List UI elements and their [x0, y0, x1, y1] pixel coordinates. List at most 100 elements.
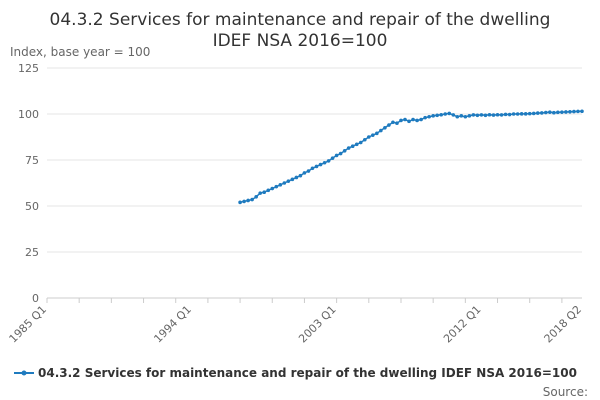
- data-point[interactable]: [262, 190, 267, 194]
- data-point[interactable]: [314, 164, 319, 169]
- data-point[interactable]: [451, 113, 456, 117]
- x-axis: 1985 Q1 1994 Q1 2003 Q1 2012 Q1 2018 Q2: [7, 297, 584, 346]
- data-point[interactable]: [499, 113, 504, 117]
- y-tick-label: 100: [18, 108, 39, 121]
- data-point[interactable]: [379, 128, 383, 133]
- data-point[interactable]: [531, 111, 536, 116]
- data-point[interactable]: [544, 110, 548, 115]
- data-point[interactable]: [423, 115, 427, 120]
- data-point[interactable]: [391, 120, 395, 125]
- x-tick-label: 1994 Q1: [151, 303, 194, 346]
- data-point[interactable]: [274, 184, 279, 189]
- data-point[interactable]: [346, 146, 351, 150]
- data-point[interactable]: [387, 123, 391, 127]
- data-point[interactable]: [367, 135, 371, 139]
- data-point[interactable]: [322, 160, 327, 165]
- data-point[interactable]: [471, 113, 476, 117]
- data-point[interactable]: [338, 151, 343, 156]
- data-point[interactable]: [427, 114, 431, 119]
- data-point[interactable]: [523, 112, 528, 116]
- data-point[interactable]: [318, 162, 323, 167]
- data-point[interactable]: [286, 179, 291, 183]
- data-point[interactable]: [527, 111, 532, 116]
- data-point[interactable]: [435, 113, 439, 118]
- data-point[interactable]: [431, 114, 435, 118]
- data-point[interactable]: [495, 112, 500, 117]
- legend-swatch-marker: [21, 370, 27, 376]
- data-point[interactable]: [447, 111, 452, 116]
- data-point[interactable]: [455, 114, 460, 119]
- data-point[interactable]: [539, 111, 544, 115]
- data-point[interactable]: [463, 114, 468, 119]
- y-tick-label: 50: [25, 200, 39, 213]
- data-point[interactable]: [254, 195, 258, 199]
- data-point[interactable]: [294, 175, 299, 180]
- data-point[interactable]: [282, 181, 287, 185]
- data-point[interactable]: [330, 156, 335, 160]
- data-point[interactable]: [564, 110, 568, 114]
- data-point[interactable]: [362, 137, 367, 142]
- data-point[interactable]: [475, 113, 480, 118]
- data-point[interactable]: [487, 112, 492, 117]
- data-point[interactable]: [443, 112, 448, 116]
- data-point[interactable]: [246, 198, 250, 203]
- data-point[interactable]: [371, 133, 375, 137]
- data-point[interactable]: [467, 114, 472, 118]
- data-point[interactable]: [515, 112, 520, 116]
- data-point[interactable]: [459, 114, 464, 118]
- data-point[interactable]: [552, 110, 556, 115]
- data-point[interactable]: [395, 121, 399, 125]
- legend[interactable]: 04.3.2 Services for maintenance and repa…: [14, 366, 577, 380]
- data-point[interactable]: [350, 144, 355, 148]
- data-point[interactable]: [535, 111, 540, 115]
- data-point[interactable]: [342, 149, 347, 153]
- data-point[interactable]: [306, 169, 311, 173]
- data-point[interactable]: [568, 109, 572, 114]
- data-point[interactable]: [411, 117, 415, 122]
- source-label[interactable]: Source:: [543, 385, 588, 399]
- data-point[interactable]: [415, 118, 419, 123]
- y-axis: 0 25 50 75 100 125: [18, 62, 39, 305]
- data-point[interactable]: [479, 113, 484, 117]
- y-tick-label: 75: [25, 154, 39, 167]
- y-tick-label: 0: [32, 292, 39, 305]
- data-point[interactable]: [560, 110, 564, 114]
- data-point[interactable]: [511, 112, 516, 116]
- data-point[interactable]: [383, 126, 387, 130]
- data-point[interactable]: [302, 171, 307, 175]
- data-point[interactable]: [407, 119, 411, 124]
- data-point[interactable]: [238, 200, 242, 205]
- data-point[interactable]: [507, 112, 512, 117]
- data-point[interactable]: [242, 199, 246, 204]
- data-point[interactable]: [310, 166, 315, 171]
- data-point[interactable]: [266, 188, 271, 193]
- data-point[interactable]: [354, 142, 359, 147]
- data-point[interactable]: [250, 197, 254, 202]
- data-point[interactable]: [403, 117, 407, 122]
- data-point[interactable]: [439, 112, 444, 117]
- data-point[interactable]: [419, 117, 423, 122]
- data-point[interactable]: [503, 112, 508, 117]
- data-point[interactable]: [483, 113, 488, 118]
- data-point[interactable]: [399, 118, 403, 123]
- data-point[interactable]: [278, 183, 283, 187]
- data-point[interactable]: [572, 109, 576, 114]
- data-point[interactable]: [580, 109, 584, 114]
- data-point[interactable]: [358, 140, 363, 145]
- data-point[interactable]: [334, 153, 339, 158]
- data-point[interactable]: [556, 110, 560, 115]
- grid: [47, 67, 582, 299]
- series-line: [239, 110, 583, 204]
- x-tick-label: 2012 Q1: [441, 303, 484, 346]
- data-point[interactable]: [258, 191, 263, 195]
- data-point[interactable]: [326, 159, 331, 163]
- data-point[interactable]: [298, 173, 303, 178]
- data-point[interactable]: [375, 131, 379, 136]
- data-point[interactable]: [491, 113, 496, 117]
- data-point[interactable]: [576, 109, 580, 114]
- data-point[interactable]: [290, 177, 295, 182]
- data-point[interactable]: [270, 186, 275, 191]
- data-point[interactable]: [548, 110, 552, 114]
- data-point[interactable]: [519, 112, 524, 116]
